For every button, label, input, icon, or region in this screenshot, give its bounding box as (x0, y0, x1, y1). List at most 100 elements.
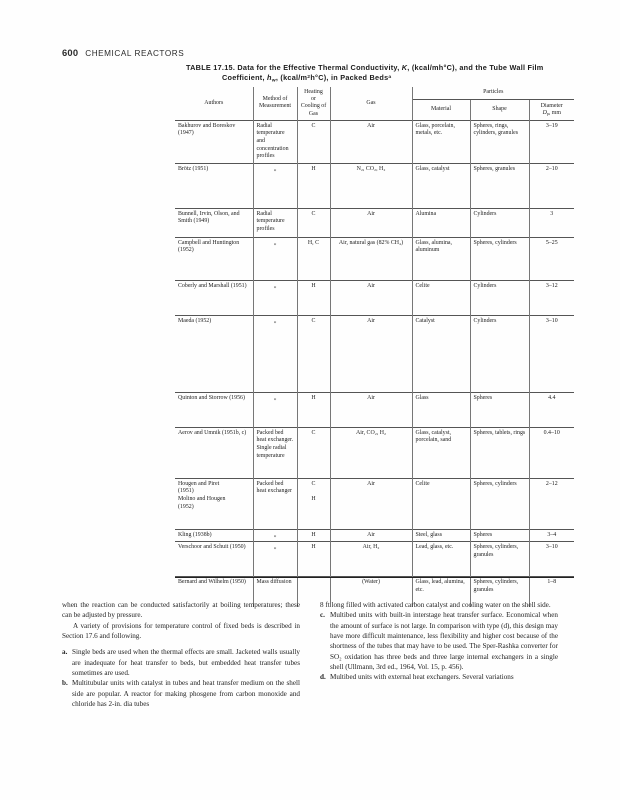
table-row: Bunnell, Irvin, Olson, and Smith (1949) … (175, 207, 574, 238)
table-row: Brötz (1951) „ H N₂, CO₂, H₂ Glass, cata… (175, 162, 574, 209)
cell-heating: H (296, 279, 331, 316)
table-row: Campbell and Huntington (1952) „ H, C Ai… (175, 236, 574, 281)
cell-material: Catalyst (411, 314, 471, 393)
cell-heating: C (296, 426, 331, 479)
cell-diameter: 3–10 (528, 541, 574, 577)
cell-authors: Campbell and Huntington (1952) (175, 236, 254, 281)
list-item: c. Multibed units with built-in intersta… (320, 610, 558, 672)
cell-authors: Coberly and Marshall (1951) (175, 279, 254, 316)
cell-diameter: 3–12 (528, 279, 574, 316)
cell-heating: H (296, 528, 331, 542)
cell-heating: C H (296, 477, 331, 530)
cell-material: Celite (411, 279, 471, 316)
table-caption-line2: Coefficient, hw, (kcal/m2h°C), in Packed… (222, 72, 392, 83)
cell-shape: Cylinders (469, 314, 530, 393)
cell-diameter: 2–10 (528, 162, 574, 209)
table-bottom-rule (175, 577, 574, 578)
cell-material: Lead, glass, etc. (411, 541, 471, 577)
cell-heating: C (296, 314, 331, 393)
cell-shape: Spheres, cylinders, granules (469, 541, 530, 577)
cell-heating: C (296, 207, 331, 238)
cell-material: Alumina (411, 207, 471, 238)
cell-heating: H (296, 541, 331, 577)
cell-diameter: 5–25 (528, 236, 574, 281)
cell-diameter: 3–19 (528, 119, 574, 164)
cell-gas: Air (329, 528, 413, 542)
cell-shape: Cylinders (469, 207, 530, 238)
cell-shape: Spheres, cylinders (469, 477, 530, 530)
cell-heating: H, C (296, 236, 331, 281)
cell-method: „ (252, 279, 298, 316)
body-column-left: when the reaction can be conducted satis… (62, 600, 300, 709)
cell-gas: Air, natural gas (82% CH₄) (329, 236, 413, 281)
cell-gas: N₂, CO₂, H₂ (329, 162, 413, 209)
paragraph: 8 ft long filled with activated carbon c… (320, 601, 551, 609)
list-marker: b. (62, 679, 68, 688)
cell-diameter: 4.4 (528, 391, 574, 428)
body-column-right: 8 ft long filled with activated carbon c… (320, 600, 558, 709)
cell-method: Packed bed heat exchanger (252, 477, 298, 530)
cell-diameter: 3 (528, 207, 574, 238)
table-row: Kling (1938b) „ H Air Steel, glass Spher… (175, 528, 574, 542)
cell-diameter: 3–10 (528, 314, 574, 393)
cell-gas: Air (329, 391, 413, 428)
table-row: Quinton and Storrow (1956) „ H Air Glass… (175, 391, 574, 428)
col-header-heating: Heating or Cooling of Gas (296, 87, 331, 121)
paragraph: A variety of provisions for temperature … (62, 621, 300, 641)
cell-authors: Quinton and Storrow (1956) (175, 391, 254, 428)
cell-material: Glass, catalyst, porcelain, sand (411, 426, 471, 479)
list-item: a. Single beds are used when the thermal… (62, 647, 300, 678)
cell-material: Glass (411, 391, 471, 428)
cell-shape: Spheres, tablets, rings (469, 426, 530, 479)
cell-method: Radial temperature and concentration pro… (252, 119, 298, 164)
list-item-text: Multibed units with external heat exchan… (330, 673, 514, 682)
col-header-diameter: Diameter Dp, mm (528, 99, 574, 121)
running-head: 600 CHEMICAL REACTORS (62, 47, 184, 58)
col-header-material: Material (411, 99, 471, 121)
cell-method: Packed bed heat exchanger. Single radial… (252, 426, 298, 479)
cell-diameter: 3–4 (528, 528, 574, 542)
cell-material: Glass, lead, alumina, etc. (411, 576, 471, 608)
table-caption: TABLE 17.15. Data for the Effective Ther… (186, 63, 574, 86)
cell-heating: C (296, 119, 331, 164)
cell-shape: Spheres, rings, cylinders, granules (469, 119, 530, 164)
cell-shape: Spheres (469, 528, 530, 542)
cell-material: Steel, glass (411, 528, 471, 542)
cell-authors: Kling (1938b) (175, 528, 254, 542)
cell-material: Glass, catalyst (411, 162, 471, 209)
cell-gas: Air (329, 477, 413, 530)
cell-authors: Hougen and Piret (1951) Molino and Hougen(… (175, 477, 254, 530)
list-marker: d. (320, 673, 326, 682)
table-17-15: Authors Method of Measurement Heating or… (175, 87, 574, 608)
col-header-gas: Gas (329, 87, 413, 121)
table-row: Coberly and Marshall (1951) „ H Air Celi… (175, 279, 574, 316)
cell-shape: Spheres, cylinders (469, 236, 530, 281)
table-header-row-2: Material Shape Diameter Dp, mm (175, 99, 574, 121)
cell-shape: Spheres, granules (469, 162, 530, 209)
table-row: Maeda (1952) „ C Air Catalyst Cylinders … (175, 314, 574, 393)
cell-authors: Bunnell, Irvin, Olson, and Smith (1949) (175, 207, 254, 238)
cell-authors: Brötz (1951) (175, 162, 254, 209)
cell-shape: Spheres (469, 391, 530, 428)
col-header-authors: Authors (175, 87, 254, 121)
list-item: d. Multibed units with external heat exc… (320, 672, 558, 682)
cell-authors: Verschoor and Schuit (1950) (175, 541, 254, 577)
cell-gas: Air, H₂ (329, 541, 413, 577)
paragraph: when the reaction can be conducted satis… (62, 601, 300, 620)
cell-material: Glass, porcelain, metals, etc. (411, 119, 471, 164)
list-item-text: Single beds are used when the thermal ef… (72, 648, 300, 678)
cell-gas: Air, CO₂, H₂ (329, 426, 413, 479)
cell-heating: H (296, 162, 331, 209)
cell-method: „ (252, 314, 298, 393)
list-item-text: Multitubular units with catalyst in tube… (72, 679, 300, 709)
col-header-method: Method of Measurement (252, 87, 298, 121)
cell-gas: Air (329, 119, 413, 164)
table-header-row-1: Authors Method of Measurement Heating or… (175, 87, 574, 121)
table-row: Verschoor and Schuit (1950) „ H Air, H₂ … (175, 541, 574, 577)
cell-method: „ (252, 528, 298, 542)
cell-gas: Air (329, 279, 413, 316)
data-table: Authors Method of Measurement Heating or… (175, 87, 574, 608)
cell-heating: H (296, 391, 331, 428)
cell-authors: Bakhurov and Boreskov (1947) (175, 119, 254, 164)
